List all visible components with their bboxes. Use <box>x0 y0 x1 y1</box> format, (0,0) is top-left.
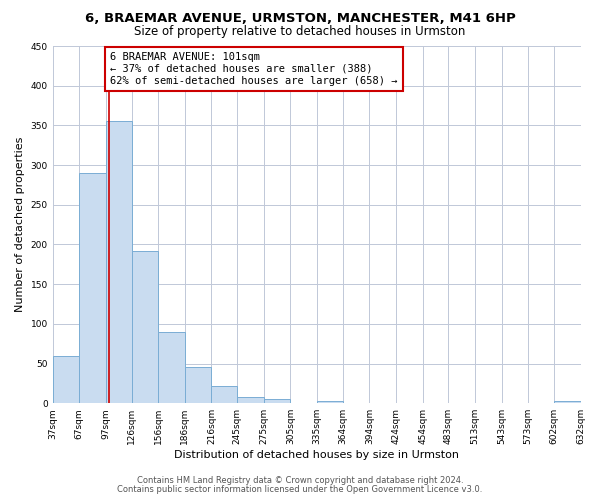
Bar <box>185 366 211 403</box>
Text: Contains public sector information licensed under the Open Government Licence v3: Contains public sector information licen… <box>118 485 482 494</box>
Bar <box>237 397 264 403</box>
X-axis label: Distribution of detached houses by size in Urmston: Distribution of detached houses by size … <box>174 450 459 460</box>
Bar <box>106 122 131 403</box>
Text: Contains HM Land Registry data © Crown copyright and database right 2024.: Contains HM Land Registry data © Crown c… <box>137 476 463 485</box>
Text: 6 BRAEMAR AVENUE: 101sqm
← 37% of detached houses are smaller (388)
62% of semi-: 6 BRAEMAR AVENUE: 101sqm ← 37% of detach… <box>110 52 398 86</box>
Y-axis label: Number of detached properties: Number of detached properties <box>15 137 25 312</box>
Bar <box>211 386 237 403</box>
Bar <box>53 356 79 403</box>
Text: Size of property relative to detached houses in Urmston: Size of property relative to detached ho… <box>134 25 466 38</box>
Bar <box>264 399 290 403</box>
Bar <box>131 251 158 403</box>
Bar <box>317 401 343 403</box>
Bar <box>79 173 106 403</box>
Text: 6, BRAEMAR AVENUE, URMSTON, MANCHESTER, M41 6HP: 6, BRAEMAR AVENUE, URMSTON, MANCHESTER, … <box>85 12 515 26</box>
Bar <box>158 332 185 403</box>
Bar <box>554 401 581 403</box>
